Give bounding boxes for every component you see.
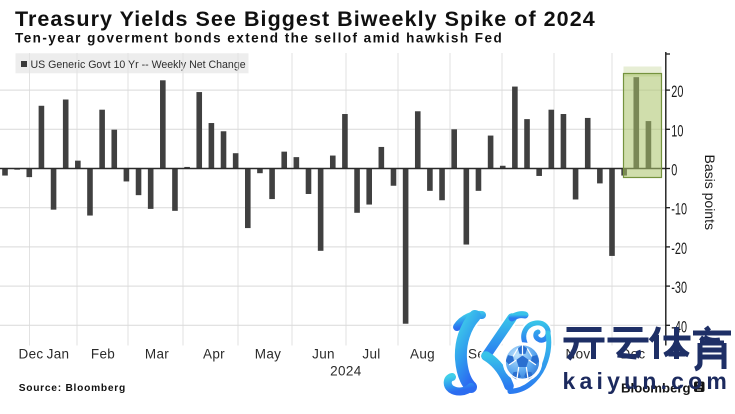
svg-text:Ten-year goverment bonds exten: Ten-year goverment bonds extend the sell… — [15, 31, 503, 46]
svg-text:US Generic Govt 10 Yr -- Weekl: US Generic Govt 10 Yr -- Weekly Net Chan… — [31, 59, 246, 71]
svg-text:kaiyun.com: kaiyun.com — [563, 368, 732, 394]
svg-text:Source: Bloomberg: Source: Bloomberg — [19, 383, 126, 394]
svg-text:0: 0 — [671, 161, 677, 180]
svg-text:Aug: Aug — [410, 346, 435, 361]
svg-text:-40: -40 — [671, 318, 687, 337]
svg-text:Basis points: Basis points — [702, 155, 718, 230]
svg-text:Treasury Yields See Biggest Bi: Treasury Yields See Biggest Biweekly Spi… — [15, 7, 596, 31]
svg-text:Apr: Apr — [203, 346, 225, 361]
svg-text:Jun: Jun — [312, 346, 335, 361]
svg-text:2024: 2024 — [330, 364, 362, 379]
svg-text:-20: -20 — [671, 240, 687, 259]
svg-text:Jul: Jul — [362, 346, 380, 361]
svg-text:-30: -30 — [671, 279, 687, 298]
svg-text:20: 20 — [671, 83, 683, 102]
svg-text:Jan: Jan — [47, 346, 70, 361]
svg-text:Feb: Feb — [91, 346, 115, 361]
svg-text:Bloomberg: Bloomberg — [621, 381, 691, 396]
svg-text:-10: -10 — [671, 200, 687, 219]
svg-text:Dec: Dec — [18, 346, 43, 361]
svg-text:Mar: Mar — [145, 346, 169, 361]
svg-text:10: 10 — [671, 122, 683, 141]
svg-text:May: May — [255, 346, 282, 361]
